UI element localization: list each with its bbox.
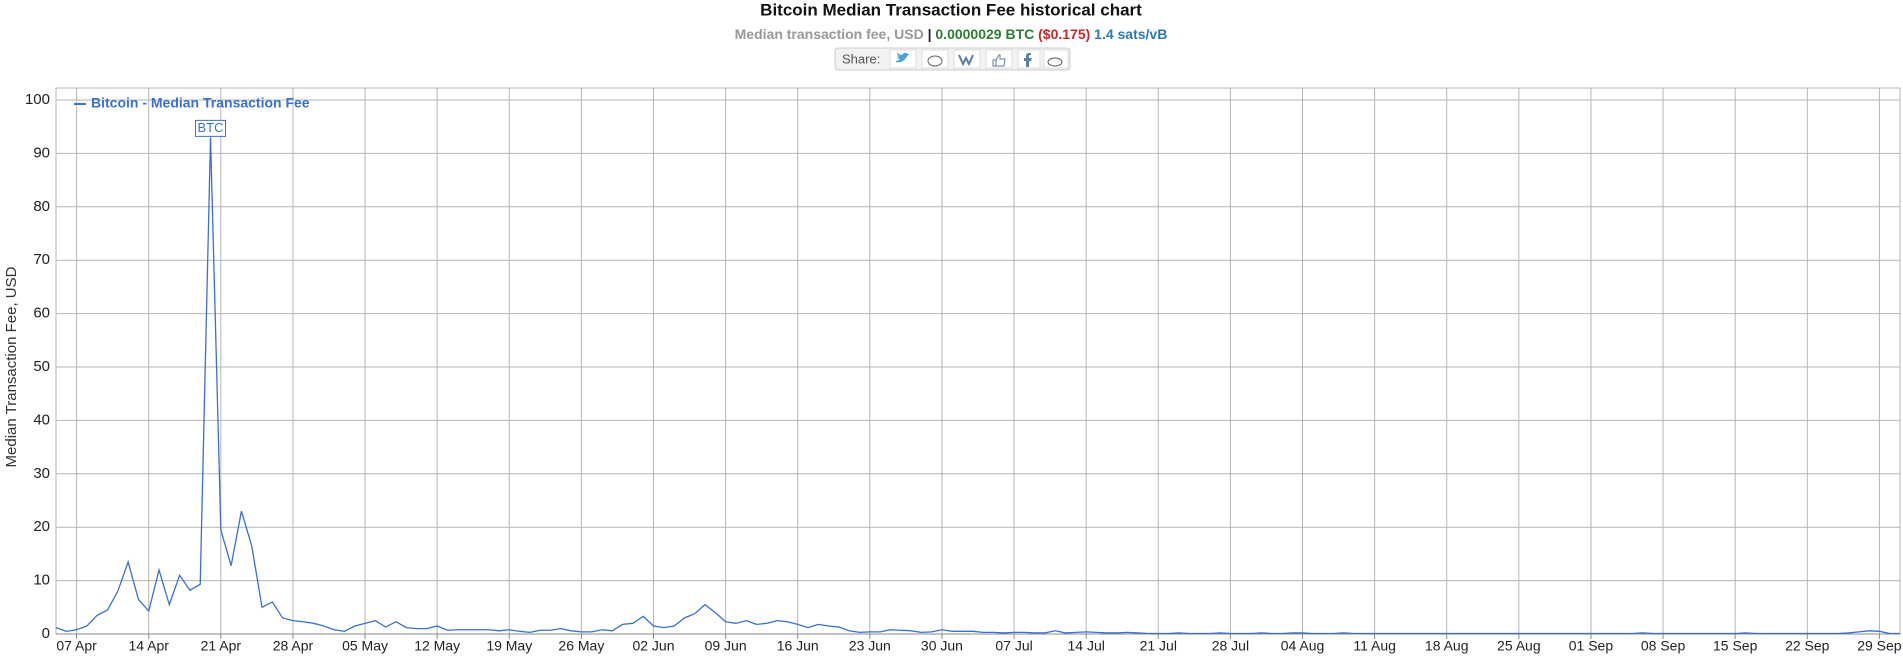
y-tick-label: 60 [33,305,50,322]
y-tick-label: 80 [33,198,50,215]
share-like[interactable] [985,49,1013,69]
x-tick-label: 12 May [414,638,460,654]
icon-vk [958,54,974,67]
x-tick-label: 14 Apr [128,638,169,654]
y-tick-label: 20 [33,518,50,535]
y-tick-label: 100 [25,91,50,108]
x-tick-label: 19 May [486,638,532,654]
x-tick-label: 22 Sep [1785,638,1830,654]
subtitle-usd: ($0.175) [1038,26,1090,42]
y-tick-label: 90 [33,144,50,161]
x-tick-label: 07 Jul [995,638,1032,654]
x-tick-label: 04 Aug [1281,638,1325,654]
x-tick-label: 26 May [558,638,604,654]
x-tick-label: 09 Jun [705,638,747,654]
plot-frame [55,87,1901,635]
x-tick-label: 18 Aug [1425,638,1469,654]
subtitle-sats: 1.4 sats/vB [1094,26,1167,42]
x-tick-label: 28 Jul [1212,638,1249,654]
share-label: Share: [842,51,880,66]
x-tick-label: 29 Sep [1857,638,1902,654]
y-tick-label: 10 [33,572,50,589]
x-tick-label: 21 Apr [201,638,242,654]
x-tick-label: 16 Jun [777,638,819,654]
legend-label: Bitcoin - Median Transaction Fee [91,95,310,111]
share-reddit[interactable] [921,49,949,69]
subtitle-separator: | [928,26,932,42]
share-bar: Share: [834,47,1071,71]
x-tick-label: 05 May [342,638,388,654]
icon-weibo [1047,57,1063,67]
chart-title: Bitcoin Median Transaction Fee historica… [760,0,1142,19]
icon-facebook [1024,53,1032,67]
y-axis-label: Median Transaction Fee, USD [3,266,20,467]
x-tick-label: 07 Apr [56,638,97,654]
x-tick-label: 28 Apr [273,638,314,654]
y-tick-label: 30 [33,465,50,482]
x-tick-label: 23 Jun [849,638,891,654]
subtitle-label: Median transaction fee, USD [735,26,924,42]
annotation: BTC [198,120,224,135]
icon-twitter [896,52,910,63]
x-tick-label: 21 Jul [1140,638,1177,654]
x-tick-label: 02 Jun [632,638,674,654]
x-tick-label: 30 Jun [921,638,963,654]
x-tick-label: 08 Sep [1641,638,1686,654]
icon-reddit [927,55,943,67]
x-tick-label: 15 Sep [1713,638,1758,654]
y-tick-label: 50 [33,358,50,375]
y-tick-label: 70 [33,251,50,268]
x-tick-label: 11 Aug [1353,638,1396,654]
y-tick-label: 0 [42,625,50,642]
y-tick-label: 40 [33,411,50,428]
share-weibo[interactable] [1043,49,1069,69]
annotation-box [195,119,227,137]
chart-subtitle: Median transaction fee, USD | 0.0000029 … [735,26,1168,42]
subtitle-btc: 0.0000029 BTC [935,26,1034,42]
x-tick-label: 01 Sep [1569,638,1614,654]
series-line [55,137,1900,635]
x-tick-label: 25 Aug [1497,638,1541,654]
x-tick-label: 14 Jul [1067,638,1104,654]
icon-like [992,54,1006,67]
